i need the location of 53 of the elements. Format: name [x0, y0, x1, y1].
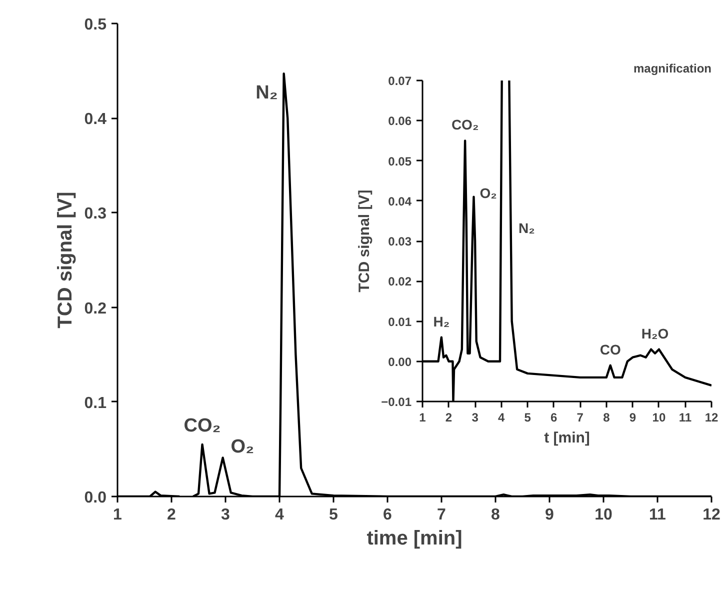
chart-title: magnification [633, 62, 712, 76]
y-tick-label: 0.4 [84, 111, 107, 128]
y-axis-title: TCD signal [V] [54, 192, 76, 328]
x-axis-title: time [min] [366, 528, 462, 550]
y-axis-title: TCD signal [V] [356, 190, 374, 292]
y-tick-label: −0.01 [381, 395, 412, 409]
x-tick-label: 9 [629, 410, 636, 424]
x-tick-label: 1 [419, 410, 426, 424]
x-axis-title: t [min] [544, 430, 590, 446]
annotation: O₂ [480, 184, 497, 201]
y-tick-label: 0.06 [388, 114, 412, 128]
x-tick-label: 2 [445, 410, 452, 424]
x-tick-label: 4 [275, 506, 284, 524]
y-tick-label: 0.00 [388, 354, 412, 369]
x-tick-label: 12 [702, 506, 720, 524]
x-tick-label: 10 [652, 410, 666, 424]
y-tick-label: 0.05 [388, 154, 412, 168]
x-tick-label: 1 [113, 506, 122, 524]
annotation: CO₂ [184, 415, 221, 436]
y-tick-label: 0.1 [84, 394, 107, 412]
x-tick-label: 3 [221, 506, 230, 524]
x-tick-label: 4 [498, 410, 505, 424]
x-tick-label: 7 [437, 506, 446, 524]
annotation: O₂ [230, 436, 254, 458]
x-tick-label: 2 [167, 506, 176, 524]
x-tick-label: 6 [550, 410, 558, 424]
annotation: N₂ [518, 220, 535, 236]
annotation: H₂ [433, 313, 450, 330]
y-tick-label: 0.02 [388, 274, 412, 289]
x-tick-label: 11 [678, 410, 692, 424]
annotation: CO₂ [451, 116, 479, 133]
x-tick-label: 5 [329, 506, 338, 524]
x-tick-label: 12 [704, 410, 718, 424]
x-tick-label: 8 [603, 410, 610, 424]
x-tick-label: 5 [524, 410, 532, 424]
y-tick-label: 0.01 [388, 314, 412, 329]
annotation: N₂ [256, 82, 278, 104]
x-tick-label: 9 [545, 506, 554, 524]
annotation: CO [600, 341, 621, 358]
x-tick-label: 3 [472, 410, 479, 424]
y-tick-label: 0.2 [84, 300, 107, 318]
x-tick-label: 7 [576, 410, 584, 424]
x-tick-label: 10 [594, 506, 612, 524]
y-tick-label: 0.3 [84, 206, 107, 223]
x-tick-label: 8 [491, 506, 500, 524]
annotation: H₂O [641, 325, 669, 342]
x-tick-label: 6 [383, 506, 392, 524]
x-tick-label: 11 [649, 506, 666, 524]
y-tick-label: 0.03 [388, 234, 412, 248]
y-tick-label: 0.07 [388, 74, 412, 88]
y-tick-label: 0.0 [84, 490, 107, 506]
y-tick-label: 0.04 [388, 194, 412, 208]
y-tick-label: 0.5 [84, 16, 107, 34]
